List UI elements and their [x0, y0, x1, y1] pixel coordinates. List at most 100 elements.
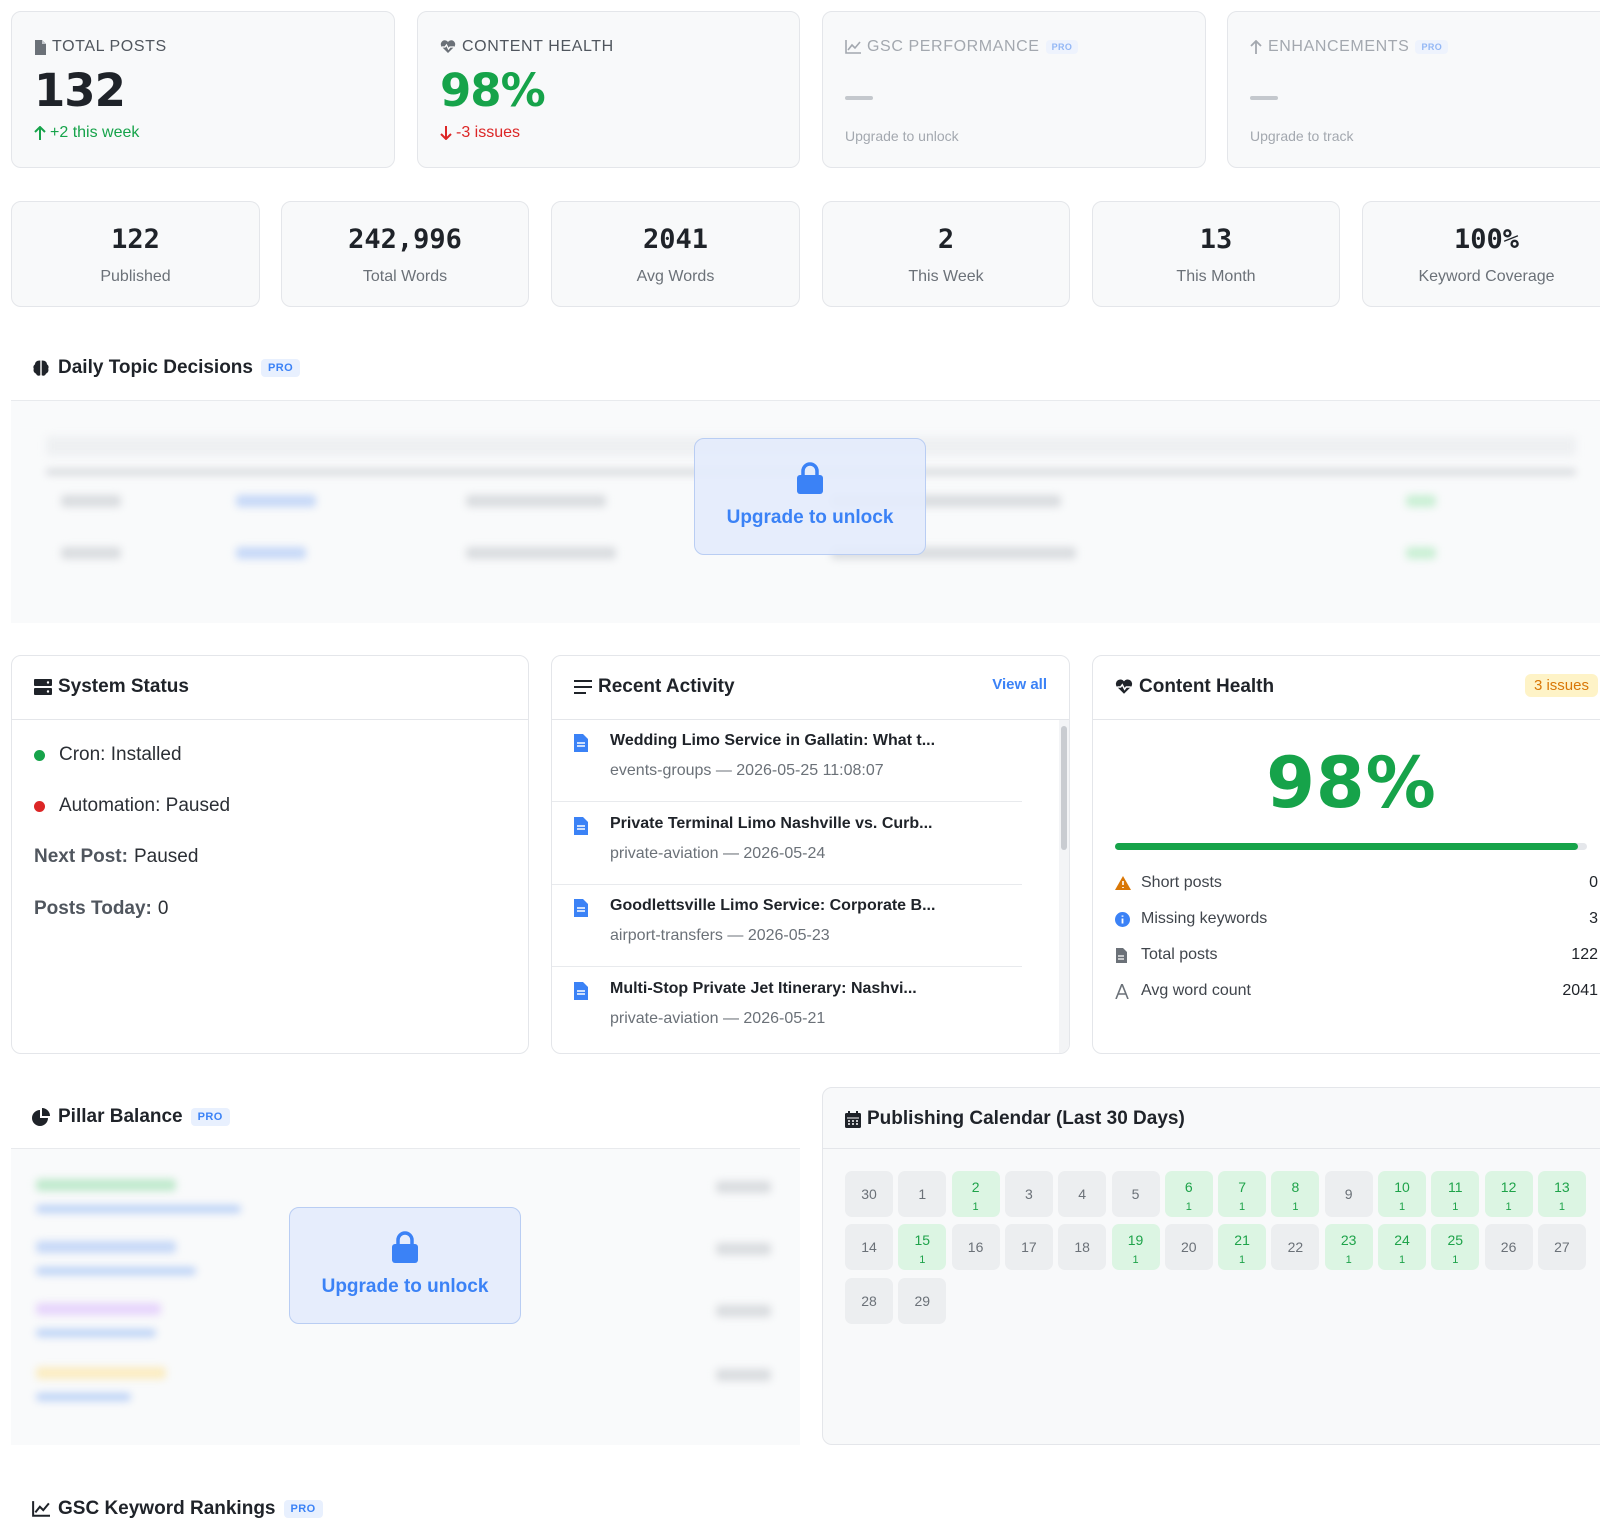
blurred-cell: [1406, 495, 1436, 507]
activity-meta: airport-transfers — 2026-05-23: [610, 927, 830, 944]
daily-topics-upgrade-overlay[interactable]: Upgrade to unlock: [694, 438, 926, 555]
blurred-label: [36, 1367, 166, 1379]
calendar-day-number: 7: [1238, 1179, 1246, 1195]
calendar-day-number: 4: [1078, 1186, 1087, 1202]
calendar-day[interactable]: 4: [1058, 1171, 1107, 1217]
calendar-day[interactable]: 26: [1484, 1224, 1533, 1271]
blurred-value: [716, 1369, 771, 1381]
blurred-cell: [61, 495, 121, 507]
calendar-day[interactable]: 11 1: [1431, 1171, 1480, 1217]
calendar-day[interactable]: 30: [845, 1171, 893, 1217]
heart-pulse-icon: [1115, 679, 1133, 694]
calendar-day[interactable]: 22: [1271, 1224, 1320, 1271]
calendar-day-count: 1: [1398, 1201, 1406, 1213]
gsc-rankings-title: GSC Keyword Rankings PRO: [32, 1498, 323, 1520]
calendar-day[interactable]: 20: [1164, 1224, 1213, 1271]
calendar-day[interactable]: 21 1: [1218, 1224, 1267, 1271]
document-icon: [574, 899, 588, 917]
activity-item[interactable]: Private Terminal Limo Nashville vs. Curb…: [552, 803, 1022, 885]
calendar-day-count: 1: [1505, 1201, 1512, 1213]
calendar-day[interactable]: 24 1: [1378, 1224, 1426, 1271]
list-icon: [574, 680, 592, 694]
blurred-value: [716, 1243, 771, 1255]
pro-badge: PRO: [1045, 40, 1079, 54]
system-status-panel: System Status Cron: Installed Automation…: [11, 655, 529, 1054]
stat-value: 122: [111, 224, 160, 255]
section-divider: [11, 1148, 800, 1149]
health-row-short-posts: Short posts 0: [1115, 874, 1598, 892]
activity-item[interactable]: Wedding Limo Service in Gallatin: What t…: [552, 720, 1022, 802]
blurred-cell: [1406, 547, 1436, 559]
stat-label: Total Words: [362, 268, 448, 285]
kpi-card-enhancements: ENHANCEMENTS PRO Upgrade to track: [1227, 11, 1600, 168]
blurred-label: [36, 1303, 161, 1315]
calendar-day[interactable]: 29: [898, 1277, 947, 1324]
kpi-change: -3 issues: [440, 124, 520, 142]
document-icon: [574, 734, 588, 752]
activity-item[interactable]: Multi-Stop Private Jet Itinerary: Nashvi…: [552, 968, 1022, 1050]
stat-published: 122 Published: [11, 201, 260, 307]
calendar-day[interactable]: 28: [845, 1277, 893, 1324]
upgrade-link[interactable]: Upgrade to unlock: [321, 1276, 489, 1297]
calendar-day-number: 15: [914, 1232, 931, 1249]
calendar-day-number: 14: [861, 1239, 877, 1256]
calendar-day[interactable]: 17: [1004, 1224, 1053, 1271]
calendar-day[interactable]: 1: [898, 1171, 947, 1217]
calendar-day[interactable]: 12 1: [1484, 1171, 1533, 1217]
calendar-day-count: 1: [1558, 1201, 1565, 1213]
arrow-up-icon: [1250, 40, 1262, 54]
scrollbar-track[interactable]: [1059, 720, 1069, 1053]
automation-status: Automation: Paused: [34, 795, 230, 817]
stat-value: 242,996: [348, 224, 462, 255]
calendar-day[interactable]: 18: [1058, 1224, 1107, 1271]
calendar-day[interactable]: 19 1: [1111, 1224, 1160, 1271]
calendar-day-count: 1: [972, 1201, 979, 1213]
arrow-up-icon: [34, 126, 46, 140]
pillar-balance-upgrade-overlay[interactable]: Upgrade to unlock: [289, 1207, 521, 1324]
calendar-day[interactable]: 5: [1111, 1171, 1160, 1217]
blurred-cell: [236, 547, 306, 559]
calendar-day[interactable]: 15 1: [898, 1224, 947, 1271]
calendar-day-number: 6: [1184, 1179, 1193, 1195]
lock-icon: [392, 1231, 418, 1263]
calendar-day[interactable]: 23 1: [1324, 1224, 1373, 1271]
calendar-day[interactable]: 3: [1004, 1171, 1053, 1217]
document-icon: [574, 982, 588, 1000]
kpi-label: CONTENT HEALTH: [440, 38, 614, 56]
status-dot-red: [34, 800, 45, 812]
calendar-day-count: 1: [1398, 1254, 1406, 1267]
activity-title[interactable]: Goodlettsville Limo Service: Corporate B…: [610, 897, 936, 914]
kpi-subtext: Upgrade to unlock: [845, 128, 959, 144]
arrow-down-icon: [440, 126, 452, 140]
stat-label: This Month: [1176, 268, 1256, 285]
activity-title[interactable]: Private Terminal Limo Nashville vs. Curb…: [610, 815, 933, 832]
stat-label: Published: [100, 268, 171, 285]
calendar-day-number: 21: [1234, 1232, 1250, 1249]
upgrade-link[interactable]: Upgrade to unlock: [726, 507, 894, 528]
brain-icon: [33, 360, 49, 376]
panel-header: Publishing Calendar (Last 30 Days): [823, 1088, 1600, 1149]
calendar-day[interactable]: 13 1: [1537, 1171, 1586, 1217]
text-icon: [1115, 983, 1129, 999]
kpi-card-total-posts: TOTAL POSTS 132 +2 this week: [11, 11, 395, 168]
activity-title[interactable]: Multi-Stop Private Jet Itinerary: Nashvi…: [610, 980, 917, 997]
calendar-day[interactable]: 16: [951, 1224, 1000, 1271]
blurred-cell: [236, 495, 316, 507]
calendar-day[interactable]: 25 1: [1431, 1224, 1480, 1271]
blurred-label: [36, 1179, 176, 1191]
calendar-day-count: 1: [1185, 1201, 1192, 1213]
activity-item[interactable]: Goodlettsville Limo Service: Corporate B…: [552, 885, 1022, 967]
view-all-link[interactable]: View all: [992, 676, 1047, 693]
calendar-day[interactable]: 14: [845, 1224, 893, 1271]
activity-title[interactable]: Wedding Limo Service in Gallatin: What t…: [610, 732, 936, 749]
calendar-day[interactable]: 27: [1537, 1224, 1586, 1271]
calendar-day[interactable]: 9: [1324, 1171, 1373, 1217]
calendar-day[interactable]: 10 1: [1378, 1171, 1426, 1217]
scrollbar-thumb[interactable]: [1061, 726, 1067, 850]
blurred-cell: [466, 495, 606, 507]
file-icon: [1116, 947, 1127, 963]
